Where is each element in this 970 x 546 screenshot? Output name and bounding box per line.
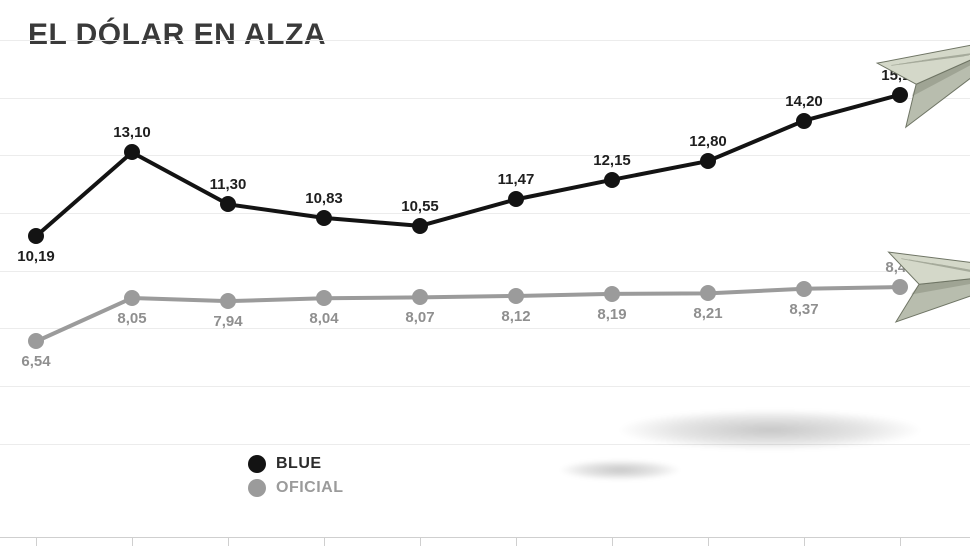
x-tick	[708, 538, 709, 546]
value-label-oficial: 8,04	[309, 310, 338, 327]
value-label-oficial: 6,54	[21, 353, 50, 370]
value-label-blue: 14,20	[785, 93, 823, 110]
value-label-blue: 11,47	[498, 171, 535, 188]
marker-blue	[28, 228, 44, 244]
plane-shadow	[560, 460, 680, 480]
x-tick	[612, 538, 613, 546]
x-tick	[132, 538, 133, 546]
marker-oficial	[124, 290, 140, 306]
value-label-blue: 12,80	[689, 133, 727, 150]
marker-blue	[124, 144, 140, 160]
value-label-oficial: 8,05	[117, 310, 146, 327]
marker-oficial	[412, 289, 428, 305]
x-axis	[0, 537, 970, 538]
chart-root: EL DÓLAR EN ALZA 6,548,057,948,048,078,1…	[0, 0, 970, 546]
marker-blue	[220, 196, 236, 212]
value-label-oficial: 8,12	[501, 308, 530, 325]
marker-oficial	[28, 333, 44, 349]
x-tick	[900, 538, 901, 546]
marker-blue	[796, 113, 812, 129]
line-oficial	[36, 287, 900, 341]
legend-label-oficial: OFICIAL	[276, 479, 344, 497]
marker-oficial	[604, 286, 620, 302]
value-label-blue: 10,19	[17, 248, 55, 265]
value-label-oficial: 8,21	[693, 305, 722, 322]
marker-blue	[508, 191, 524, 207]
x-tick	[516, 538, 517, 546]
marker-oficial	[700, 285, 716, 301]
series-lines	[0, 0, 970, 546]
marker-oficial	[220, 293, 236, 309]
marker-oficial	[796, 281, 812, 297]
marker-blue	[412, 218, 428, 234]
x-tick	[228, 538, 229, 546]
marker-oficial	[316, 290, 332, 306]
paper-plane-oficial	[888, 233, 970, 331]
legend-item-blue: BLUE	[248, 452, 344, 476]
x-tick	[36, 538, 37, 546]
value-label-oficial: 8,37	[789, 301, 818, 318]
legend-swatch-oficial	[248, 479, 266, 497]
value-label-blue: 10,55	[401, 198, 439, 215]
value-label-oficial: 7,94	[213, 313, 242, 330]
value-label-blue: 12,15	[593, 152, 631, 169]
marker-blue	[604, 172, 620, 188]
value-label-oficial: 8,19	[597, 306, 626, 323]
marker-blue	[700, 153, 716, 169]
legend-swatch-blue	[248, 455, 266, 473]
legend-item-oficial: OFICIAL	[248, 476, 344, 500]
x-tick	[324, 538, 325, 546]
value-label-blue: 10,83	[305, 190, 343, 207]
value-label-blue: 11,30	[210, 176, 247, 193]
x-tick	[420, 538, 421, 546]
marker-blue	[316, 210, 332, 226]
x-tick	[804, 538, 805, 546]
value-label-oficial: 8,07	[405, 309, 434, 326]
marker-oficial	[508, 288, 524, 304]
legend-label-blue: BLUE	[276, 455, 322, 473]
legend: BLUE OFICIAL	[248, 452, 344, 500]
plane-shadow	[620, 410, 920, 450]
value-label-blue: 13,10	[113, 124, 151, 141]
line-blue	[36, 95, 900, 237]
